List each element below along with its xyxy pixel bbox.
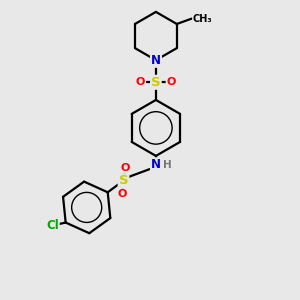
Text: O: O — [167, 77, 176, 87]
Text: N: N — [151, 54, 161, 67]
Text: O: O — [136, 77, 145, 87]
Text: S: S — [151, 76, 161, 89]
Text: N: N — [151, 158, 161, 171]
Text: S: S — [119, 174, 128, 188]
Text: Cl: Cl — [46, 219, 59, 232]
Text: N: N — [151, 54, 161, 67]
Text: H: H — [163, 160, 172, 170]
Text: O: O — [120, 163, 130, 173]
Text: O: O — [117, 189, 127, 199]
Text: CH₃: CH₃ — [193, 14, 213, 24]
